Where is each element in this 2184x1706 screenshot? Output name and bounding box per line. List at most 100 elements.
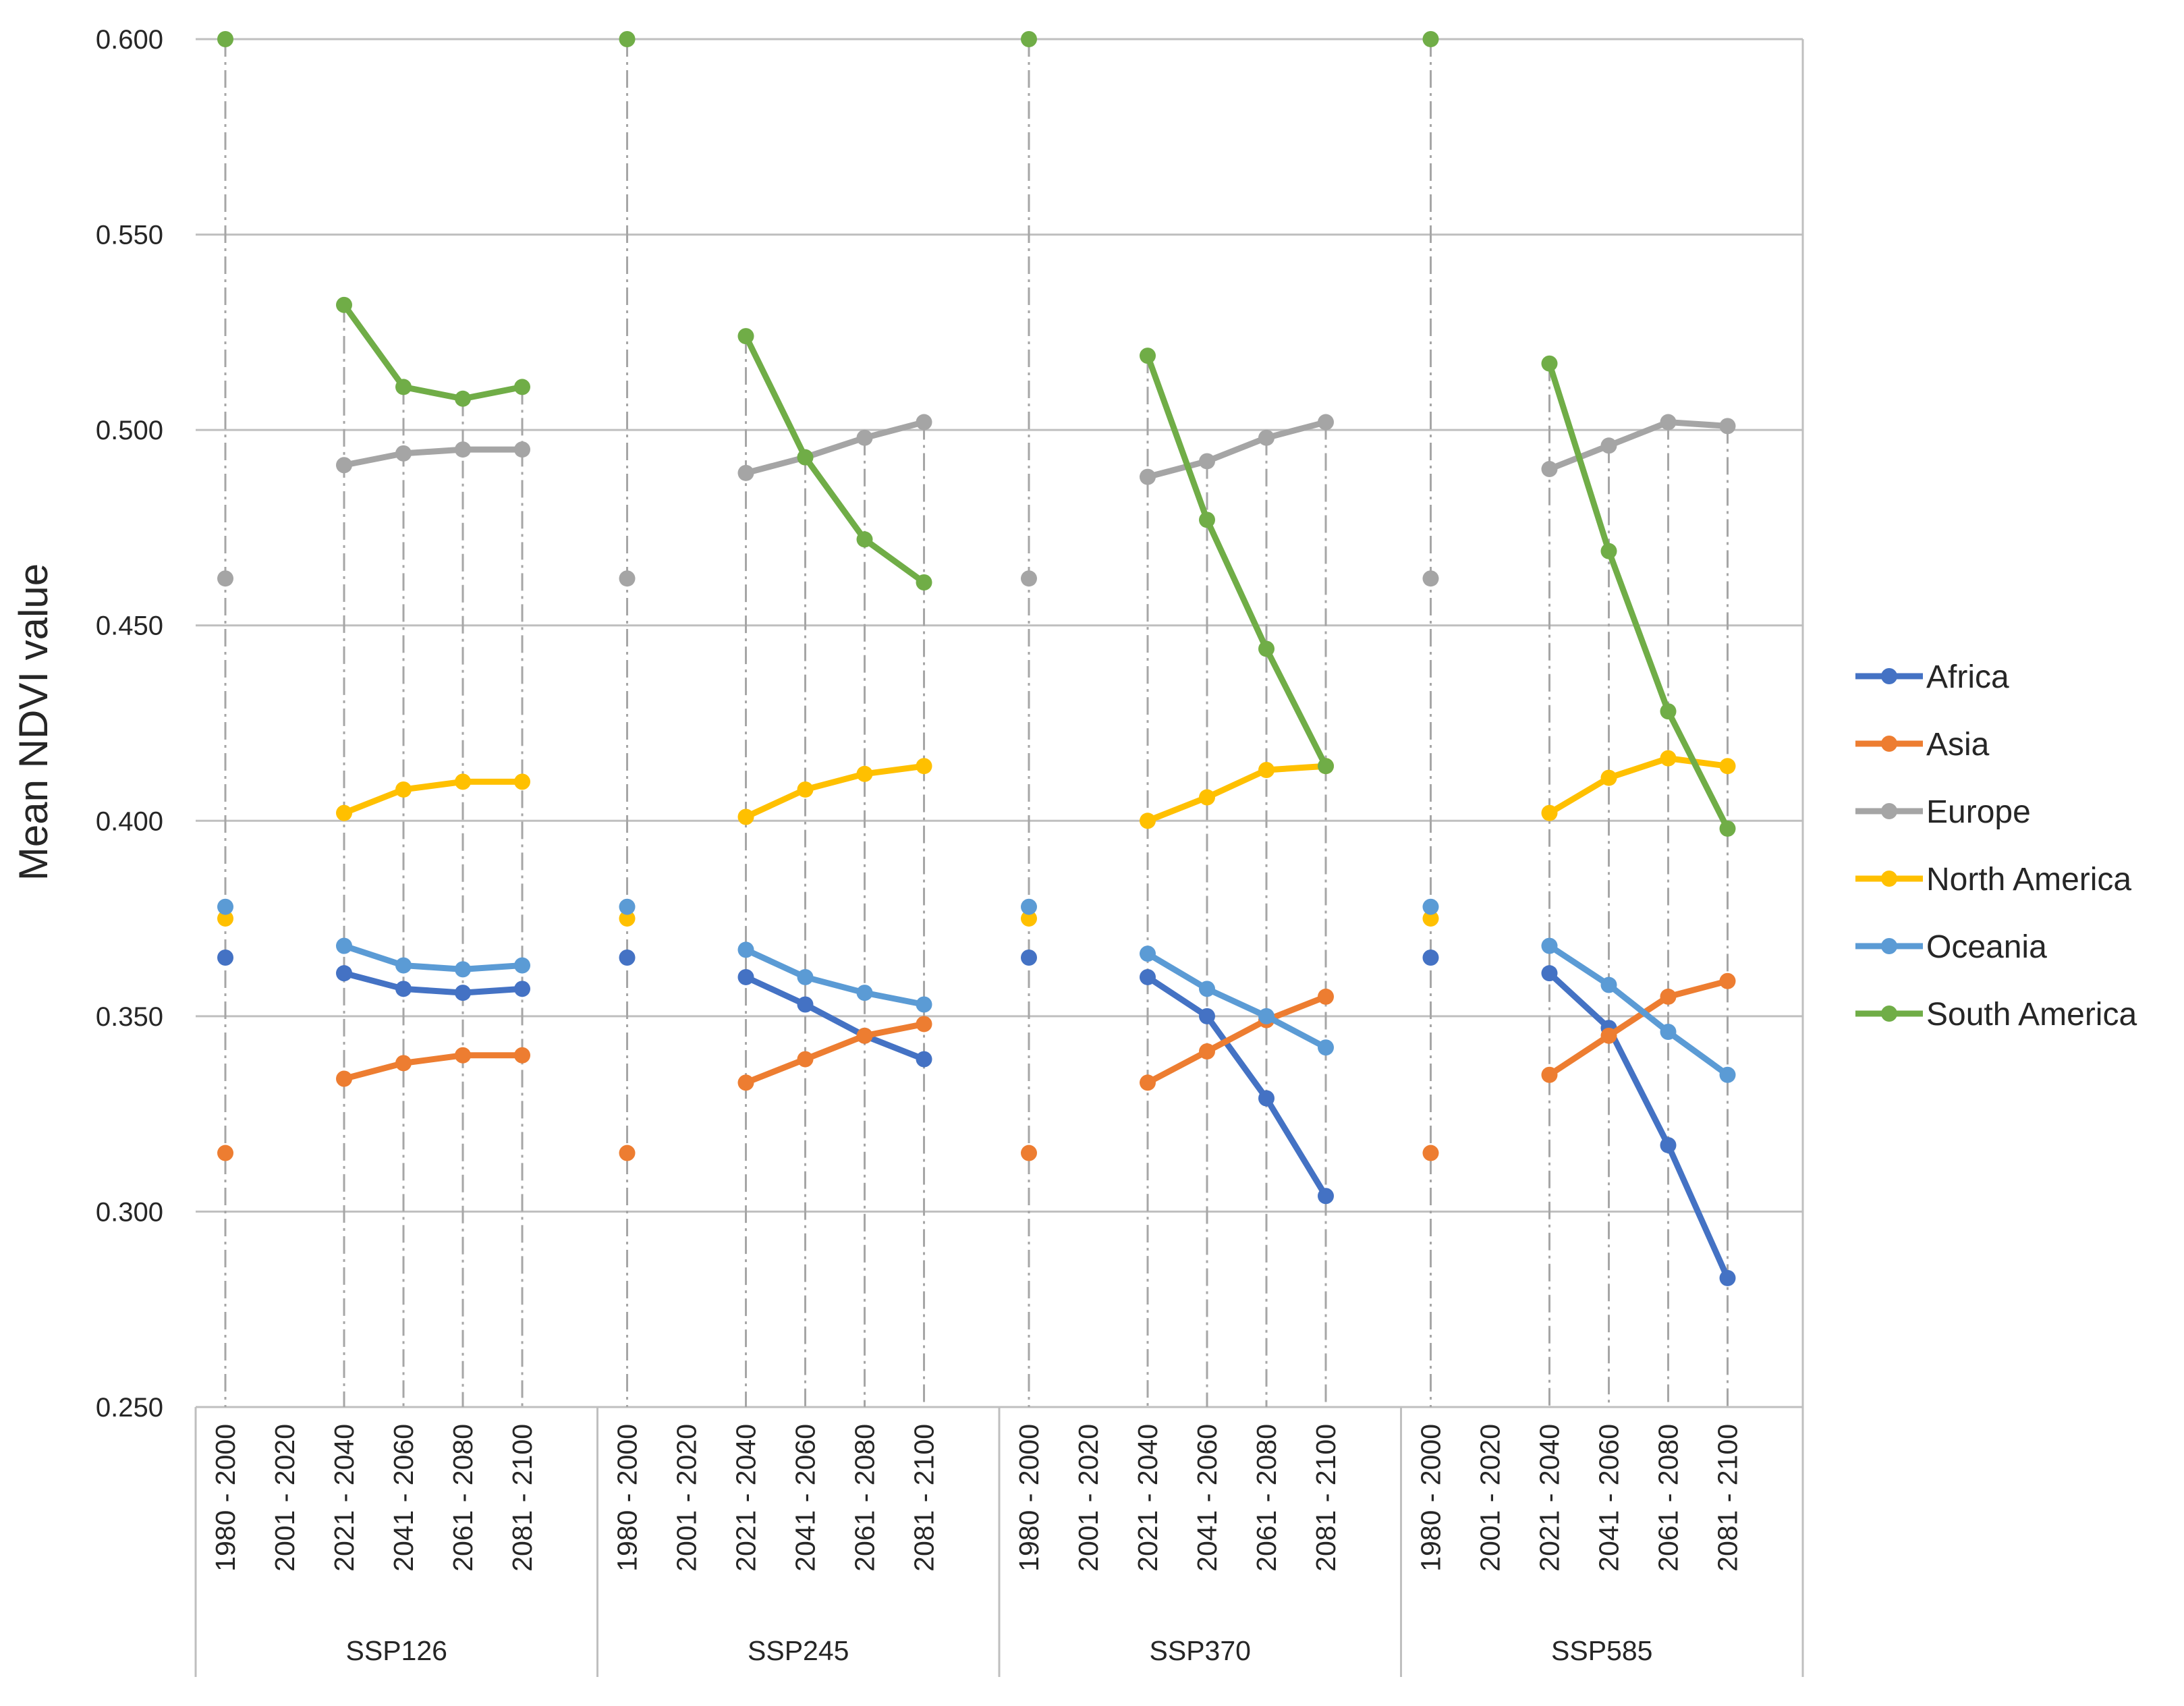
x-tick-label: 2061 - 2080 xyxy=(849,1424,880,1572)
legend-item-africa: Africa xyxy=(1855,659,2009,695)
group-label-ssp245: SSP245 xyxy=(748,1635,849,1666)
data-point-north-america xyxy=(1199,789,1215,806)
data-point-north-america xyxy=(1660,750,1677,767)
data-point-europe xyxy=(217,570,233,587)
x-tick-label: 2021 - 2040 xyxy=(731,1424,762,1572)
x-tick-label: 1980 - 2000 xyxy=(210,1424,241,1572)
x-tick-label: 2001 - 2020 xyxy=(671,1424,702,1572)
x-tick-label: 1980 - 2000 xyxy=(1416,1424,1447,1572)
data-point-asia xyxy=(916,1016,932,1033)
data-point-europe xyxy=(395,445,412,462)
series-line-oceania-ssp245 xyxy=(743,946,927,1008)
data-point-south-america xyxy=(1719,820,1736,837)
data-point-north-america xyxy=(737,808,754,825)
series-line-asia-ssp245 xyxy=(743,1020,927,1086)
data-point-oceania xyxy=(797,968,814,985)
legend-swatch-marker xyxy=(1881,871,1897,887)
data-point-asia xyxy=(455,1047,471,1064)
data-point-oceania xyxy=(1021,898,1037,915)
data-point-south-america xyxy=(336,296,352,313)
data-point-africa xyxy=(1318,1188,1334,1205)
x-tick-label: 2041 - 2060 xyxy=(1594,1424,1625,1572)
data-point-south-america xyxy=(737,328,754,345)
data-point-europe xyxy=(1660,414,1677,431)
y-tick-labels: 0.250 0.300 0.350 0.400 0.450 0.500 0.550 0.600 xyxy=(96,25,163,1423)
y-tick-label: 0.500 xyxy=(96,416,163,445)
legend-item-oceania: Oceania xyxy=(1855,929,2047,965)
data-point-south-america xyxy=(455,390,471,407)
data-point-asia xyxy=(797,1051,814,1068)
data-point-africa xyxy=(395,981,412,997)
data-point-oceania xyxy=(1600,976,1617,993)
data-point-africa xyxy=(797,996,814,1013)
x-tick-label: 1980 - 2000 xyxy=(612,1424,643,1572)
data-point-south-america xyxy=(916,574,932,591)
data-point-europe xyxy=(619,570,636,587)
legend-swatch-marker xyxy=(1881,938,1897,954)
series xyxy=(217,31,1736,1286)
data-point-europe xyxy=(336,457,352,474)
data-point-asia xyxy=(1660,988,1677,1005)
y-tick-label: 0.600 xyxy=(96,25,163,55)
data-point-africa xyxy=(1541,965,1558,982)
series-line-asia-ssp585 xyxy=(1546,978,1731,1078)
data-point-oceania xyxy=(395,957,412,974)
group-label-ssp126: SSP126 xyxy=(346,1635,447,1666)
series-south-america xyxy=(217,31,1736,837)
data-point-europe xyxy=(1541,461,1558,478)
legend-swatch-marker xyxy=(1881,668,1897,684)
data-point-asia xyxy=(1422,1145,1439,1161)
series-line-africa-ssp126 xyxy=(341,970,526,996)
x-tick-label: 2061 - 2080 xyxy=(1251,1424,1282,1572)
x-tick-label: 1980 - 2000 xyxy=(1013,1424,1044,1572)
x-tick-label: 2061 - 2080 xyxy=(447,1424,478,1572)
data-point-oceania xyxy=(737,941,754,958)
data-point-north-america xyxy=(797,781,814,798)
data-point-africa xyxy=(1021,949,1037,966)
data-point-asia xyxy=(336,1070,352,1087)
series-line-north-america-ssp126 xyxy=(341,778,526,817)
series-line-europe-ssp245 xyxy=(743,419,927,476)
data-point-asia xyxy=(514,1047,530,1064)
data-point-africa xyxy=(619,949,636,966)
data-point-asia xyxy=(1541,1066,1558,1083)
data-point-africa xyxy=(1199,1008,1215,1024)
data-point-asia xyxy=(395,1055,412,1072)
data-point-south-america xyxy=(619,31,636,47)
x-tick-label: 2081 - 2100 xyxy=(1712,1424,1743,1572)
data-point-north-america xyxy=(1140,813,1156,829)
y-tick-label: 0.250 xyxy=(96,1393,163,1423)
drop-lines xyxy=(224,39,1729,1407)
data-point-africa xyxy=(916,1051,932,1068)
data-point-africa xyxy=(737,968,754,985)
data-point-europe xyxy=(1199,453,1215,470)
x-tick-label: 2001 - 2020 xyxy=(1475,1424,1506,1572)
data-point-europe xyxy=(1258,429,1275,446)
data-point-europe xyxy=(1318,414,1334,431)
x-tick-labels: 1980 - 2000 2001 - 2020 2021 - 2040 2041 - … xyxy=(210,1424,1743,1572)
data-point-africa xyxy=(514,981,530,997)
x-tick-label: 2081 - 2100 xyxy=(507,1424,538,1572)
data-point-asia xyxy=(737,1074,754,1091)
data-point-africa xyxy=(217,949,233,966)
data-point-south-america xyxy=(1660,703,1677,720)
data-point-europe xyxy=(856,429,873,446)
data-point-oceania xyxy=(1318,1039,1334,1056)
data-point-south-america xyxy=(514,379,530,395)
series-europe xyxy=(217,414,1736,587)
x-tick-label: 2021 - 2040 xyxy=(1132,1424,1163,1572)
legend-label: South America xyxy=(1926,997,2137,1033)
data-point-south-america xyxy=(1600,543,1617,559)
data-point-north-america xyxy=(217,910,233,927)
x-tick-label: 2001 - 2020 xyxy=(269,1424,300,1572)
series-line-south-america-ssp585 xyxy=(1546,360,1731,832)
data-point-north-america xyxy=(1021,910,1037,927)
data-point-asia xyxy=(1199,1043,1215,1060)
data-point-south-america xyxy=(217,31,233,47)
data-point-south-america xyxy=(1422,31,1439,47)
legend-swatch-marker xyxy=(1881,1006,1897,1022)
data-point-north-america xyxy=(336,804,352,821)
data-point-south-america xyxy=(1258,640,1275,657)
